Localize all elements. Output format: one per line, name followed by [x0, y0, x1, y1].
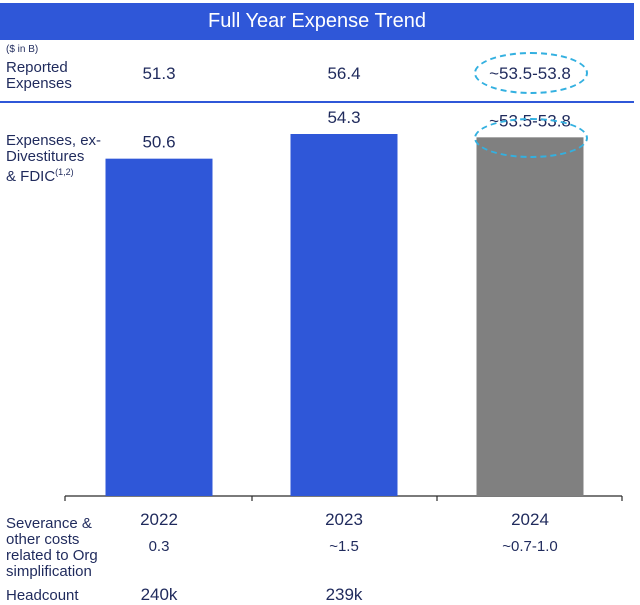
severance-label-line4: simplification [6, 563, 92, 580]
severance-label-line3: related to Org [6, 547, 98, 564]
expenses-label-line3: & FDIC(1,2) [6, 167, 74, 185]
reported-2024-highlight [474, 52, 588, 94]
reported-value-2022: 51.3 [142, 64, 176, 83]
reported-label-line1: Reported [6, 59, 68, 76]
reported-label-line2: Expenses [6, 75, 72, 92]
headcount-value-2023: 239k [325, 585, 363, 604]
bar-2022 [105, 158, 213, 496]
headcount-value-2022: 240k [140, 585, 178, 604]
headcount-label: Headcount [6, 587, 79, 604]
bar-2024 [476, 137, 584, 497]
severance-value-2023: ~1.5 [329, 538, 359, 555]
reported-value-2023: 56.4 [327, 64, 361, 83]
expenses-label-line1: Expenses, ex- [6, 132, 102, 149]
footnote-marker: (1,2) [55, 167, 74, 177]
severance-value-2022: 0.3 [148, 538, 170, 555]
row-divider [0, 101, 634, 103]
x-tick-label-2022: 2022 [140, 510, 178, 529]
bar-2024-highlight [474, 118, 588, 158]
severance-label-line1: Severance & [6, 515, 92, 532]
expenses-label-line2: Divestitures [6, 148, 85, 165]
bar-label-2022: 50.6 [142, 133, 175, 152]
unit-note: ($ in B) [6, 44, 39, 55]
x-tick-label-2024: 2024 [511, 510, 549, 529]
bar-label-2023: 54.3 [327, 108, 360, 127]
bar-2023 [290, 134, 398, 496]
x-tick-label-2023: 2023 [325, 510, 363, 529]
severance-value-2024: ~0.7-1.0 [502, 538, 558, 555]
chart-title: Full Year Expense Trend [0, 3, 634, 40]
severance-label-line2: other costs [6, 531, 80, 548]
